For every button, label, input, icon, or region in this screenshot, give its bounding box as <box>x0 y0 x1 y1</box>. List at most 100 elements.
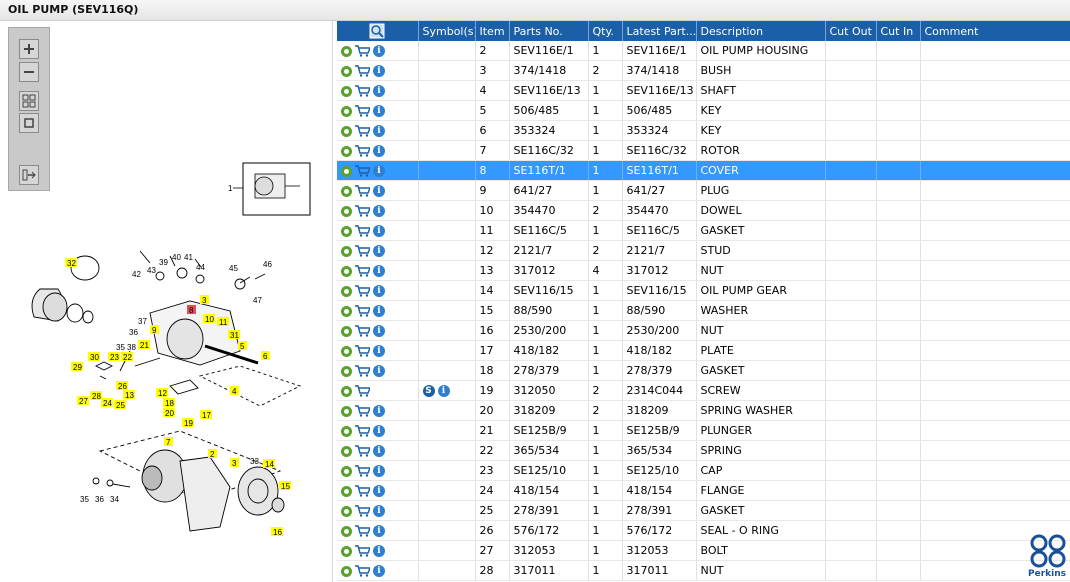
settings-gear-icon[interactable] <box>341 365 352 377</box>
info-icon[interactable]: i <box>373 465 385 477</box>
info-icon[interactable]: i <box>373 145 385 157</box>
table-row[interactable]: i 28 317011 1 317011 NUT <box>337 560 1070 581</box>
column-header-icons[interactable] <box>337 21 419 41</box>
info-icon[interactable]: i <box>373 425 385 437</box>
info-icon[interactable]: i <box>373 225 385 237</box>
column-header-cut-in[interactable]: Cut In <box>876 21 921 41</box>
add-to-cart-icon[interactable] <box>355 565 370 577</box>
info-icon[interactable]: i <box>373 325 385 337</box>
table-row[interactable]: i 16 2530/200 1 2530/200 NUT <box>337 320 1070 341</box>
column-header-comment[interactable]: Comment <box>920 21 1070 41</box>
info-icon[interactable]: i <box>373 405 385 417</box>
zoom-out-icon[interactable] <box>19 62 39 82</box>
info-icon[interactable]: i <box>373 365 385 377</box>
table-row[interactable]: i 5 506/485 1 506/485 KEY <box>337 100 1070 121</box>
info-icon[interactable]: i <box>373 125 385 137</box>
column-header-symbols[interactable]: Symbol(s) <box>418 21 476 41</box>
settings-gear-icon[interactable] <box>341 105 352 117</box>
settings-gear-icon[interactable] <box>341 565 352 577</box>
table-row[interactable]: i 4 SEV116E/13 1 SEV116E/13 SHAFT <box>337 80 1070 101</box>
table-row[interactable]: i 22 365/534 1 365/534 SPRING <box>337 440 1070 461</box>
info-icon[interactable]: i <box>373 105 385 117</box>
column-header-qty[interactable]: Qty. <box>588 21 623 41</box>
settings-gear-icon[interactable] <box>341 345 352 357</box>
settings-gear-icon[interactable] <box>341 485 352 497</box>
add-to-cart-icon[interactable] <box>355 505 370 517</box>
add-to-cart-icon[interactable] <box>355 425 370 437</box>
table-row[interactable]: i 26 576/172 1 576/172 SEAL - O RING <box>337 520 1070 541</box>
export-icon[interactable] <box>19 165 39 185</box>
settings-gear-icon[interactable] <box>341 405 352 417</box>
settings-gear-icon[interactable] <box>341 505 352 517</box>
info-icon[interactable]: i <box>373 285 385 297</box>
add-to-cart-icon[interactable] <box>355 365 370 377</box>
table-row[interactable]: i 15 88/590 1 88/590 WASHER <box>337 300 1070 321</box>
info-icon[interactable]: i <box>373 345 385 357</box>
column-header-description[interactable]: Description <box>696 21 826 41</box>
info-icon[interactable]: i <box>373 545 385 557</box>
add-to-cart-icon[interactable] <box>355 405 370 417</box>
info-icon[interactable]: i <box>373 65 385 77</box>
add-to-cart-icon[interactable] <box>355 525 370 537</box>
info-icon[interactable]: i <box>373 245 385 257</box>
table-row[interactable]: i 27 312053 1 312053 BOLT <box>337 540 1070 561</box>
column-header-item[interactable]: Item <box>475 21 510 41</box>
settings-gear-icon[interactable] <box>341 525 352 537</box>
info-icon[interactable]: i <box>373 205 385 217</box>
add-to-cart-icon[interactable] <box>355 245 370 257</box>
add-to-cart-icon[interactable] <box>355 45 370 57</box>
settings-gear-icon[interactable] <box>341 65 352 77</box>
settings-gear-icon[interactable] <box>341 165 352 177</box>
info-icon[interactable]: i <box>373 165 385 177</box>
settings-gear-icon[interactable] <box>341 185 352 197</box>
settings-gear-icon[interactable] <box>341 285 352 297</box>
actual-size-icon[interactable] <box>19 113 39 133</box>
add-to-cart-icon[interactable] <box>355 465 370 477</box>
add-to-cart-icon[interactable] <box>355 305 370 317</box>
table-row[interactable]: i 2 SEV116E/1 1 SEV116E/1 OIL PUMP HOUSING <box>337 41 1070 61</box>
info-icon[interactable]: i <box>373 485 385 497</box>
add-to-cart-icon[interactable] <box>355 205 370 217</box>
table-row[interactable]: i 18 278/379 1 278/379 GASKET <box>337 360 1070 381</box>
info-icon[interactable]: i <box>373 445 385 457</box>
table-row[interactable]: i 6 353324 1 353324 KEY <box>337 120 1070 141</box>
add-to-cart-icon[interactable] <box>355 285 370 297</box>
search-parts-icon[interactable] <box>369 23 385 39</box>
add-to-cart-icon[interactable] <box>355 345 370 357</box>
add-to-cart-icon[interactable] <box>355 65 370 77</box>
settings-gear-icon[interactable] <box>341 545 352 557</box>
add-to-cart-icon[interactable] <box>355 165 370 177</box>
info-icon[interactable]: i <box>373 45 385 57</box>
info-icon[interactable]: i <box>373 305 385 317</box>
table-row[interactable]: i 3 374/1418 2 374/1418 BUSH <box>337 60 1070 81</box>
column-header-parts-no[interactable]: Parts No. <box>509 21 589 41</box>
add-to-cart-icon[interactable] <box>355 445 370 457</box>
add-to-cart-icon[interactable] <box>355 145 370 157</box>
add-to-cart-icon[interactable] <box>355 325 370 337</box>
table-row[interactable]: i 14 SEV116/15 1 SEV116/15 OIL PUMP GEAR <box>337 280 1070 301</box>
fit-page-icon[interactable] <box>19 91 39 111</box>
info-icon[interactable]: i <box>373 265 385 277</box>
table-row[interactable]: i 21 SE125B/9 1 SE125B/9 PLUNGER <box>337 420 1070 441</box>
table-row[interactable]: i 8 SE116T/1 1 SE116T/1 COVER <box>337 160 1070 181</box>
table-row[interactable]: i 12 2121/7 2 2121/7 STUD <box>337 240 1070 261</box>
table-row[interactable]: i 25 278/391 1 278/391 GASKET <box>337 500 1070 521</box>
add-to-cart-icon[interactable] <box>355 485 370 497</box>
table-row[interactable]: i 17 418/182 1 418/182 PLATE <box>337 340 1070 361</box>
settings-gear-icon[interactable] <box>341 465 352 477</box>
settings-gear-icon[interactable] <box>341 225 352 237</box>
settings-gear-icon[interactable] <box>341 205 352 217</box>
table-row[interactable]: i 7 SE116C/32 1 SE116C/32 ROTOR <box>337 140 1070 161</box>
info-icon[interactable]: i <box>373 185 385 197</box>
info-icon[interactable]: i <box>373 525 385 537</box>
settings-gear-icon[interactable] <box>341 45 352 57</box>
table-row[interactable]: i 11 SE116C/5 1 SE116C/5 GASKET <box>337 220 1070 241</box>
settings-gear-icon[interactable] <box>341 425 352 437</box>
info-icon[interactable]: i <box>373 565 385 577</box>
settings-gear-icon[interactable] <box>341 245 352 257</box>
add-to-cart-icon[interactable] <box>355 225 370 237</box>
add-to-cart-icon[interactable] <box>355 185 370 197</box>
table-row[interactable]: i 13 317012 4 317012 NUT <box>337 260 1070 281</box>
settings-gear-icon[interactable] <box>341 385 352 397</box>
